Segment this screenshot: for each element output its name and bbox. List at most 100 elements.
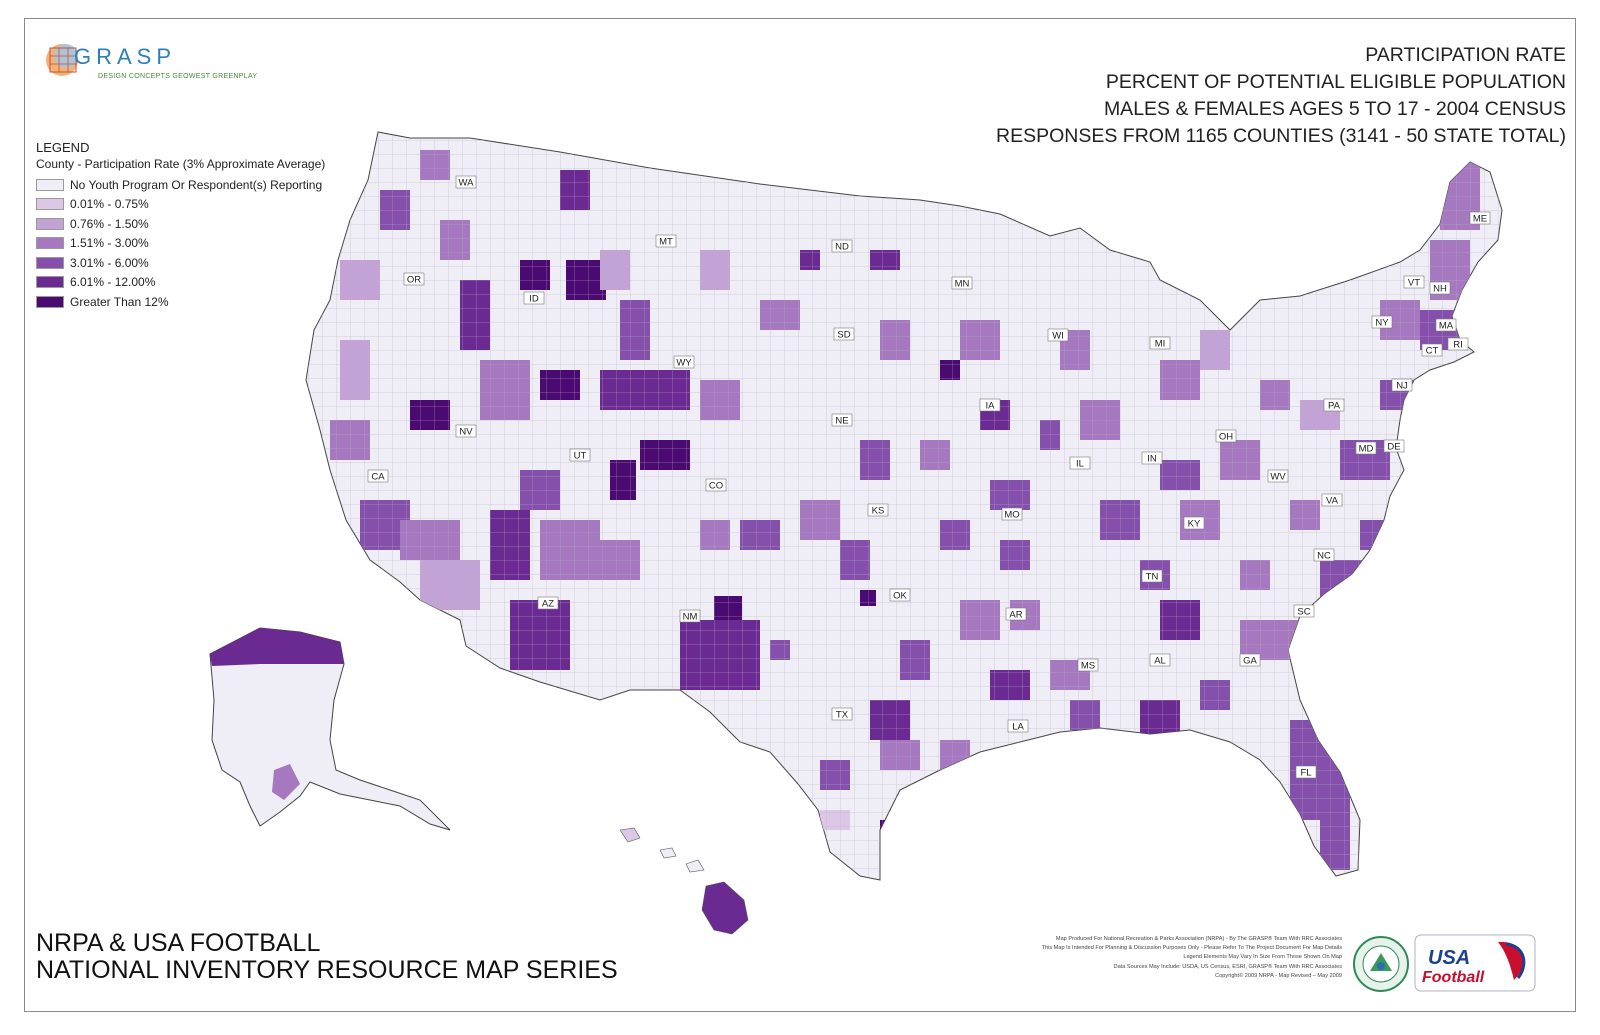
title-line: RESPONSES FROM 1165 COUNTIES (3141 - 50 … (996, 125, 1566, 147)
state-label-box (831, 239, 853, 253)
football-text: Football (1422, 969, 1485, 986)
state-label-sc: SC (1297, 607, 1310, 618)
state-label-ms: MS (1081, 661, 1095, 672)
state-label-md: MD (1359, 444, 1374, 455)
state-label-ky: KY (1188, 519, 1201, 530)
state-label-box (951, 276, 973, 290)
state-label-box (569, 448, 591, 462)
state-label-in: IN (1147, 454, 1157, 465)
usa-text: USA (1428, 947, 1470, 969)
county-shade (950, 770, 970, 790)
title-line: MALES & FEMALES AGES 5 TO 17 - 2004 CENS… (1103, 98, 1566, 120)
state-label-box (655, 234, 677, 248)
legend-title: LEGEND (36, 140, 90, 155)
legend-label: 1.51% - 3.00% (70, 236, 149, 251)
state-label-box (537, 596, 559, 610)
state-label-wy: WY (676, 358, 692, 369)
legend-label: Greater Than 12% (70, 294, 169, 309)
state-label-or: OR (407, 275, 421, 286)
state-label-nd: ND (835, 242, 849, 253)
state-label-box (979, 398, 1001, 412)
legend-item: Greater Than 12% (36, 292, 325, 312)
state-label-ks: KS (872, 506, 885, 517)
state-label-box (1429, 281, 1451, 295)
state-label-wi: WI (1052, 331, 1064, 342)
legend-swatch (36, 295, 64, 308)
legend-label: 0.01% - 0.75% (70, 197, 149, 212)
credit-line: This Map Is Intended For Planning & Disc… (1041, 945, 1342, 952)
state-label-nm: NM (683, 612, 698, 623)
state-label-ut: UT (574, 451, 587, 462)
state-label-box (1239, 653, 1261, 667)
state-label-ct: CT (1426, 346, 1439, 357)
state-label-tn: TN (1146, 572, 1159, 583)
credit-line: Data Sources May Include: USDA, US Censu… (1113, 963, 1342, 970)
state-label-ok: OK (893, 591, 907, 602)
state-label-box (1447, 337, 1469, 351)
usa-football-logo: USA Football (1414, 934, 1536, 992)
state-label-mt: MT (659, 237, 673, 248)
state-label-id: ID (529, 294, 539, 305)
state-label-box (1047, 328, 1069, 342)
state-label-box (1001, 507, 1023, 521)
state-label-sd: SD (837, 330, 850, 341)
alaska (209, 627, 451, 831)
state-label-box (833, 327, 855, 341)
state-label-vt: VT (1408, 278, 1420, 289)
legend-item: 3.01% - 6.00% (36, 253, 325, 273)
state-labels: WA OR CA ID NV MT WY UT AZ CO NM ND SD NE KS OK TX MN IA MO… (367, 175, 1491, 779)
state-label-me: ME (1473, 214, 1487, 225)
state-label-box (1391, 378, 1413, 392)
state-label-la: LA (1012, 722, 1024, 733)
state-label-box (1149, 653, 1171, 667)
title-line: PERCENT OF POTENTIAL ELIGIBLE POPULATION (1105, 71, 1566, 93)
series-title: NRPA & USA FOOTBALL NATIONAL INVENTORY R… (36, 930, 618, 984)
state-label-fl: FL (1300, 768, 1311, 779)
state-label-ri: RI (1453, 340, 1463, 351)
legend-item: No Youth Program Or Respondent(s) Report… (36, 175, 325, 195)
legend-swatch (36, 217, 64, 230)
state-label-box (367, 469, 389, 483)
legend-label: No Youth Program Or Respondent(s) Report… (70, 177, 323, 192)
state-label-box (523, 291, 545, 305)
legend-label: 0.76% - 1.50% (70, 216, 149, 231)
state-label-box (1141, 569, 1163, 583)
state-label-ma: MA (1439, 321, 1454, 332)
legend-label: 6.01% - 12.00% (70, 275, 156, 290)
legend-swatch (36, 198, 64, 211)
series-title-line: NRPA & USA FOOTBALL (36, 929, 321, 957)
state-label-nh: NH (1433, 284, 1447, 295)
state-label-mn: MN (955, 279, 970, 290)
state-label-box (1421, 343, 1443, 357)
state-label-box (1321, 493, 1343, 507)
state-label-mi: MI (1155, 339, 1166, 350)
credit-line: Copyright© 2009 NRPA - Map Revised – May… (1215, 972, 1342, 979)
state-label-nj: NJ (1396, 381, 1408, 392)
credits: Map Produced For National Recreation & P… (900, 935, 1342, 981)
state-label-box (1435, 318, 1457, 332)
state-label-box (1215, 429, 1237, 443)
state-label-box (1077, 658, 1099, 672)
legend-item: 1.51% - 3.00% (36, 234, 325, 254)
state-label-nv: NV (459, 427, 473, 438)
state-label-box (1403, 275, 1425, 289)
nrpa-seal (1353, 936, 1409, 992)
series-title-line: NATIONAL INVENTORY RESOURCE MAP SERIES (36, 956, 618, 984)
legend-item: 6.01% - 12.00% (36, 273, 325, 293)
hawaii (619, 827, 749, 935)
state-label-il: IL (1076, 459, 1084, 470)
state-label-box (889, 588, 911, 602)
state-label-box (831, 413, 853, 427)
state-label-box (1141, 451, 1163, 465)
state-label-box (1323, 398, 1345, 412)
state-label-wa: WA (459, 178, 475, 189)
state-label-az: AZ (542, 599, 554, 610)
state-label-ca: CA (371, 472, 385, 483)
state-label-box (831, 707, 853, 721)
state-label-box (1355, 441, 1377, 455)
legend-item: 0.76% - 1.50% (36, 214, 325, 234)
state-label-box (1313, 548, 1335, 562)
state-label-mo: MO (1004, 510, 1019, 521)
legend-label: 3.01% - 6.00% (70, 255, 149, 270)
state-label-al: AL (1154, 656, 1166, 667)
